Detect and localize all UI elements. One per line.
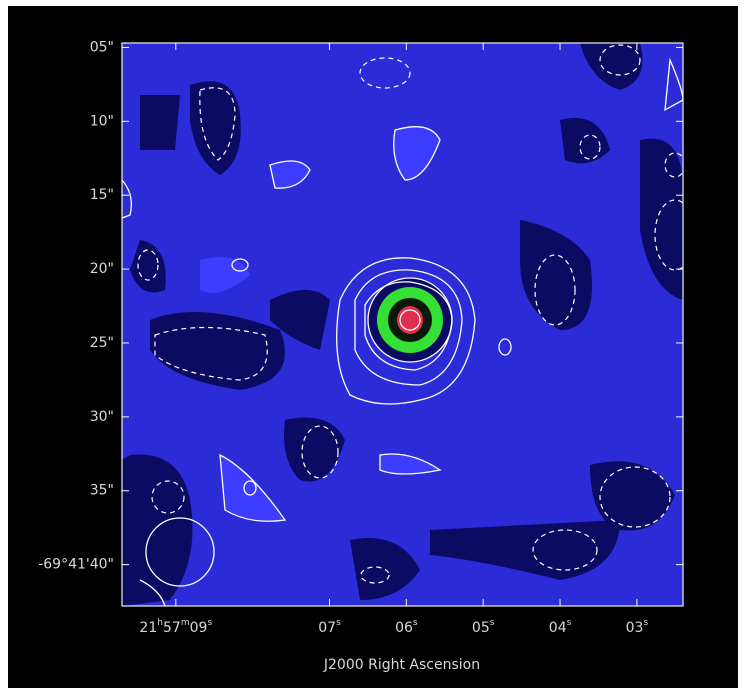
y-tick-label: -69°41'40" — [38, 557, 114, 573]
y-tick-label: 15" — [90, 187, 114, 203]
y-tick-label: 05" — [90, 39, 114, 55]
y-tick-label: 25" — [90, 335, 114, 351]
chart: J2000 Right Ascension 21h57m09s07s06s05s… — [0, 0, 749, 692]
y-tick-label: 30" — [90, 409, 114, 425]
x-axis-label: J2000 Right Ascension — [323, 657, 480, 673]
y-tick-label: 10" — [90, 113, 114, 129]
sky-image — [122, 43, 695, 606]
x-tick-label: 21h57m09s — [139, 618, 212, 637]
y-tick-label: 20" — [90, 261, 114, 277]
y-tick-label: 35" — [90, 483, 114, 499]
